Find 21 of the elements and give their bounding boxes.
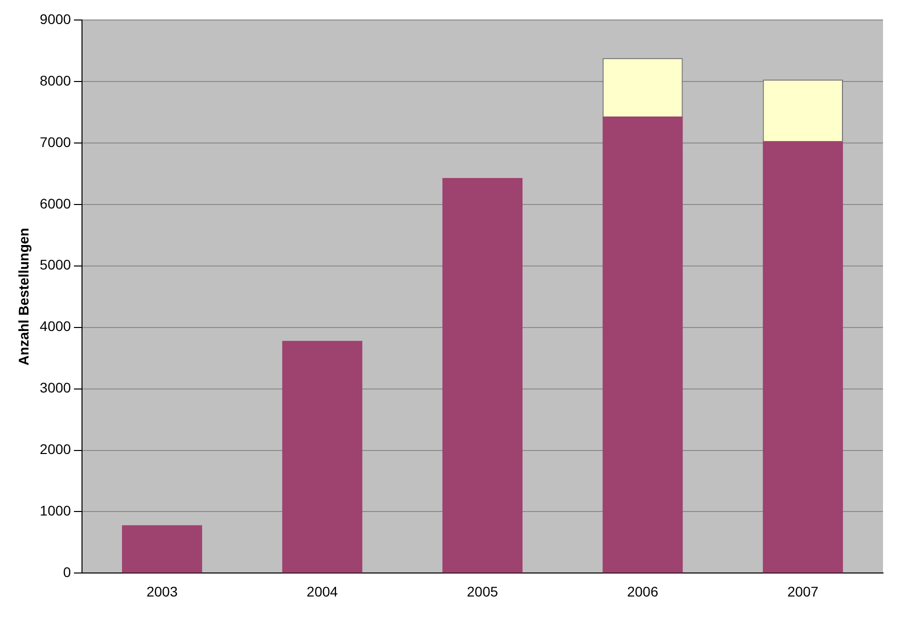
bar <box>442 178 523 573</box>
y-tick-label: 4000 <box>40 318 72 334</box>
y-axis-title: Anzahl Bestellungen <box>15 228 32 366</box>
bar <box>282 340 362 573</box>
x-tick-label: 2006 <box>627 583 658 600</box>
y-tick-label: 2000 <box>40 441 72 458</box>
y-tick-label: 9000 <box>40 10 72 27</box>
y-tick-label: 6000 <box>40 195 72 212</box>
bar <box>122 525 202 573</box>
y-tick-label: 8000 <box>40 72 72 88</box>
y-tick-label: 5000 <box>40 256 72 273</box>
y-tick-label: 1000 <box>40 502 72 519</box>
x-tick-label: 2003 <box>146 583 178 600</box>
x-tick-label: 2007 <box>787 583 819 600</box>
y-tick-label: 3000 <box>40 380 72 396</box>
x-tick-label: 2005 <box>466 583 498 600</box>
y-tick-label: 7000 <box>40 134 72 150</box>
bar <box>602 116 683 573</box>
y-tick-label: 0 <box>63 564 72 580</box>
x-tick-label: 2004 <box>306 583 338 600</box>
bar <box>762 141 843 573</box>
